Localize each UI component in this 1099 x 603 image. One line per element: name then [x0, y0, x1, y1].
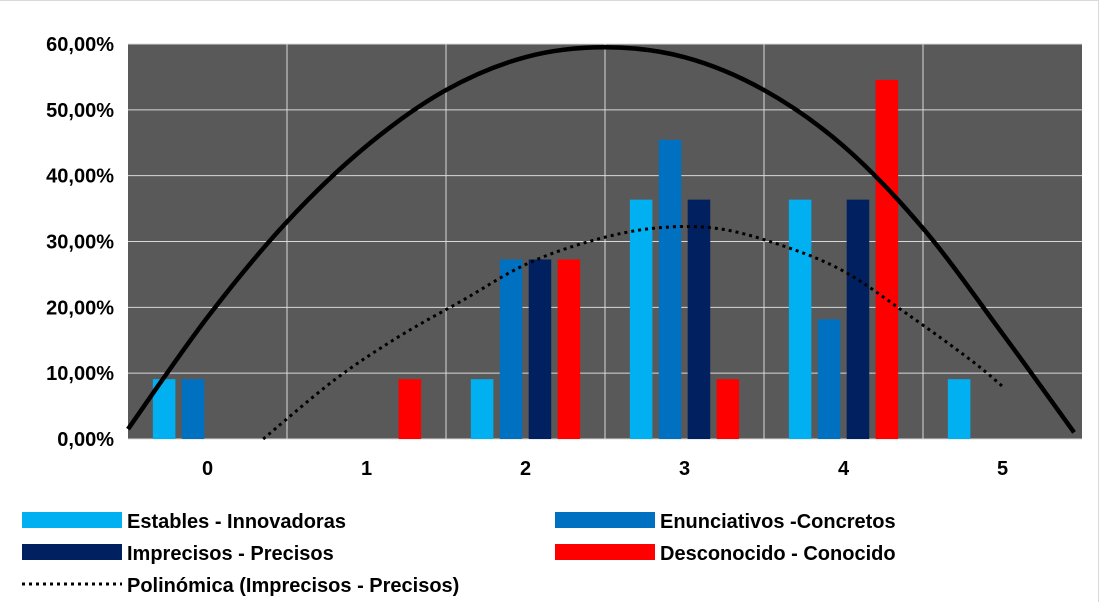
bar — [152, 379, 176, 439]
bar — [947, 379, 971, 439]
legend-label: Estables - Innovadoras — [127, 511, 346, 533]
y-tick-label: 10,00% — [46, 363, 114, 385]
bars — [152, 79, 971, 440]
legend: Estables - Innovadoras Enunciativos -Conc… — [22, 511, 896, 597]
y-tick-label: 20,00% — [46, 297, 114, 319]
y-axis-ticks: 0,00% 10,00% 20,00% 30,00% 40,00% 50,00% 60,00… — [46, 34, 114, 451]
y-tick-label: 30,00% — [46, 232, 114, 254]
bar — [716, 379, 740, 439]
x-axis-ticks: 0 1 2 3 4 5 — [202, 458, 1008, 480]
legend-label: Desconocido - Conocido — [660, 543, 896, 565]
x-tick-label: 4 — [838, 458, 850, 480]
legend-swatch — [555, 544, 655, 560]
trendline-solid-curve — [126, 45, 1076, 434]
bar — [846, 199, 870, 439]
x-tick-label: 2 — [520, 458, 531, 480]
bar — [687, 199, 711, 439]
x-tick-label: 3 — [679, 458, 690, 480]
legend-swatch — [555, 512, 655, 528]
bar — [629, 199, 653, 439]
y-tick-label: 40,00% — [46, 166, 114, 188]
legend-label: Polinómica (Imprecisos - Precisos) — [127, 575, 459, 597]
bar — [875, 79, 899, 440]
bar — [499, 259, 523, 439]
x-tick-label: 0 — [202, 458, 213, 480]
y-tick-label: 60,00% — [46, 34, 114, 56]
legend-label: Imprecisos - Precisos — [127, 543, 334, 565]
trendline-polynomial-dotted — [262, 224, 1004, 441]
bar — [528, 259, 552, 439]
bar — [470, 379, 494, 439]
bar — [181, 379, 205, 439]
legend-swatch — [22, 512, 122, 528]
legend-label: Enunciativos -Concretos — [660, 511, 896, 533]
bar — [398, 379, 422, 439]
x-tick-label: 1 — [361, 458, 372, 480]
bar — [788, 199, 812, 439]
grid — [128, 43, 1082, 440]
bar — [817, 319, 841, 439]
x-tick-label: 5 — [997, 458, 1008, 480]
bar — [658, 139, 682, 439]
y-tick-label: 0,00% — [57, 429, 114, 451]
legend-swatch — [22, 544, 122, 560]
y-tick-label: 50,00% — [46, 100, 114, 122]
bar — [557, 259, 581, 439]
trendlines — [126, 45, 1076, 441]
